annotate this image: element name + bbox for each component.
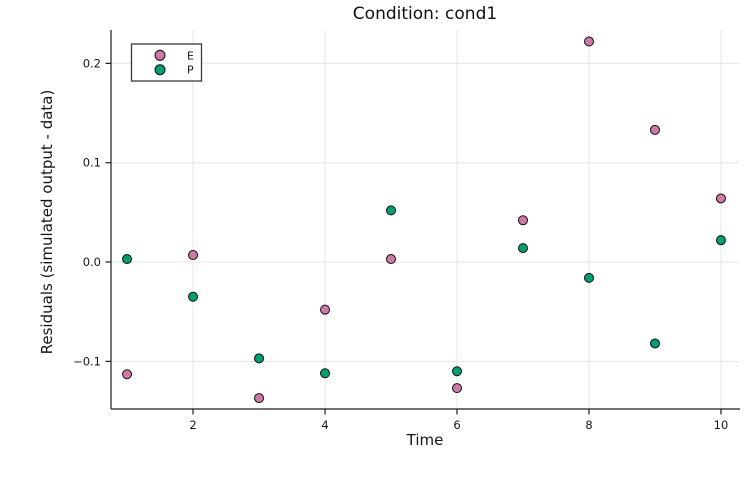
x-tick-label: 2 — [189, 418, 196, 432]
x-tick-label: 8 — [585, 418, 592, 432]
x-tick-label: 6 — [453, 418, 460, 432]
x-tick-label: 4 — [321, 418, 328, 432]
data-point-E-4 — [320, 304, 331, 315]
data-point-E-8 — [583, 36, 594, 47]
data-point-E-2 — [188, 250, 199, 261]
y-tick-label: −0.1 — [73, 354, 101, 368]
x-axis-label: Time — [406, 431, 444, 449]
data-point-E-3 — [254, 393, 265, 404]
data-point-P-1 — [122, 254, 133, 265]
legend-box — [130, 43, 203, 82]
legend-marker-P — [154, 64, 166, 76]
legend-label-P: P — [187, 64, 194, 77]
legend-item-E: E — [154, 49, 194, 62]
data-point-E-7 — [518, 215, 529, 226]
data-point-P-8 — [583, 272, 594, 283]
data-point-P-3 — [254, 353, 265, 364]
y-axis-label: Residuals (simulated output - data) — [38, 90, 56, 355]
axes: 2 4 6 8 10 0.2 0.1 0.0 −0.1 — [73, 30, 740, 432]
data-point-P-10 — [715, 235, 726, 246]
legend-marker-E — [154, 49, 166, 61]
legend: EP — [130, 43, 203, 82]
data-point-P-4 — [320, 368, 331, 379]
data-point-E-6 — [452, 383, 463, 394]
y-tick-label: 0.0 — [83, 255, 101, 269]
legend-item-P: P — [154, 64, 194, 77]
data-point-E-5 — [386, 254, 397, 265]
x-tick-label: 10 — [714, 418, 729, 432]
data-point-E-9 — [649, 124, 660, 135]
data-point-E-1 — [122, 369, 133, 380]
data-point-E-10 — [715, 193, 726, 204]
data-points — [122, 36, 726, 404]
gridlines — [111, 30, 739, 409]
legend-label-E: E — [187, 49, 194, 62]
data-point-P-5 — [386, 205, 397, 216]
y-tick-label: 0.1 — [83, 156, 101, 170]
y-tick-label: 0.2 — [83, 56, 101, 70]
chart-title: Condition: cond1 — [353, 4, 497, 24]
data-point-P-2 — [188, 291, 199, 302]
data-point-P-7 — [518, 243, 529, 254]
data-point-P-6 — [452, 366, 463, 377]
data-point-P-9 — [649, 338, 660, 349]
